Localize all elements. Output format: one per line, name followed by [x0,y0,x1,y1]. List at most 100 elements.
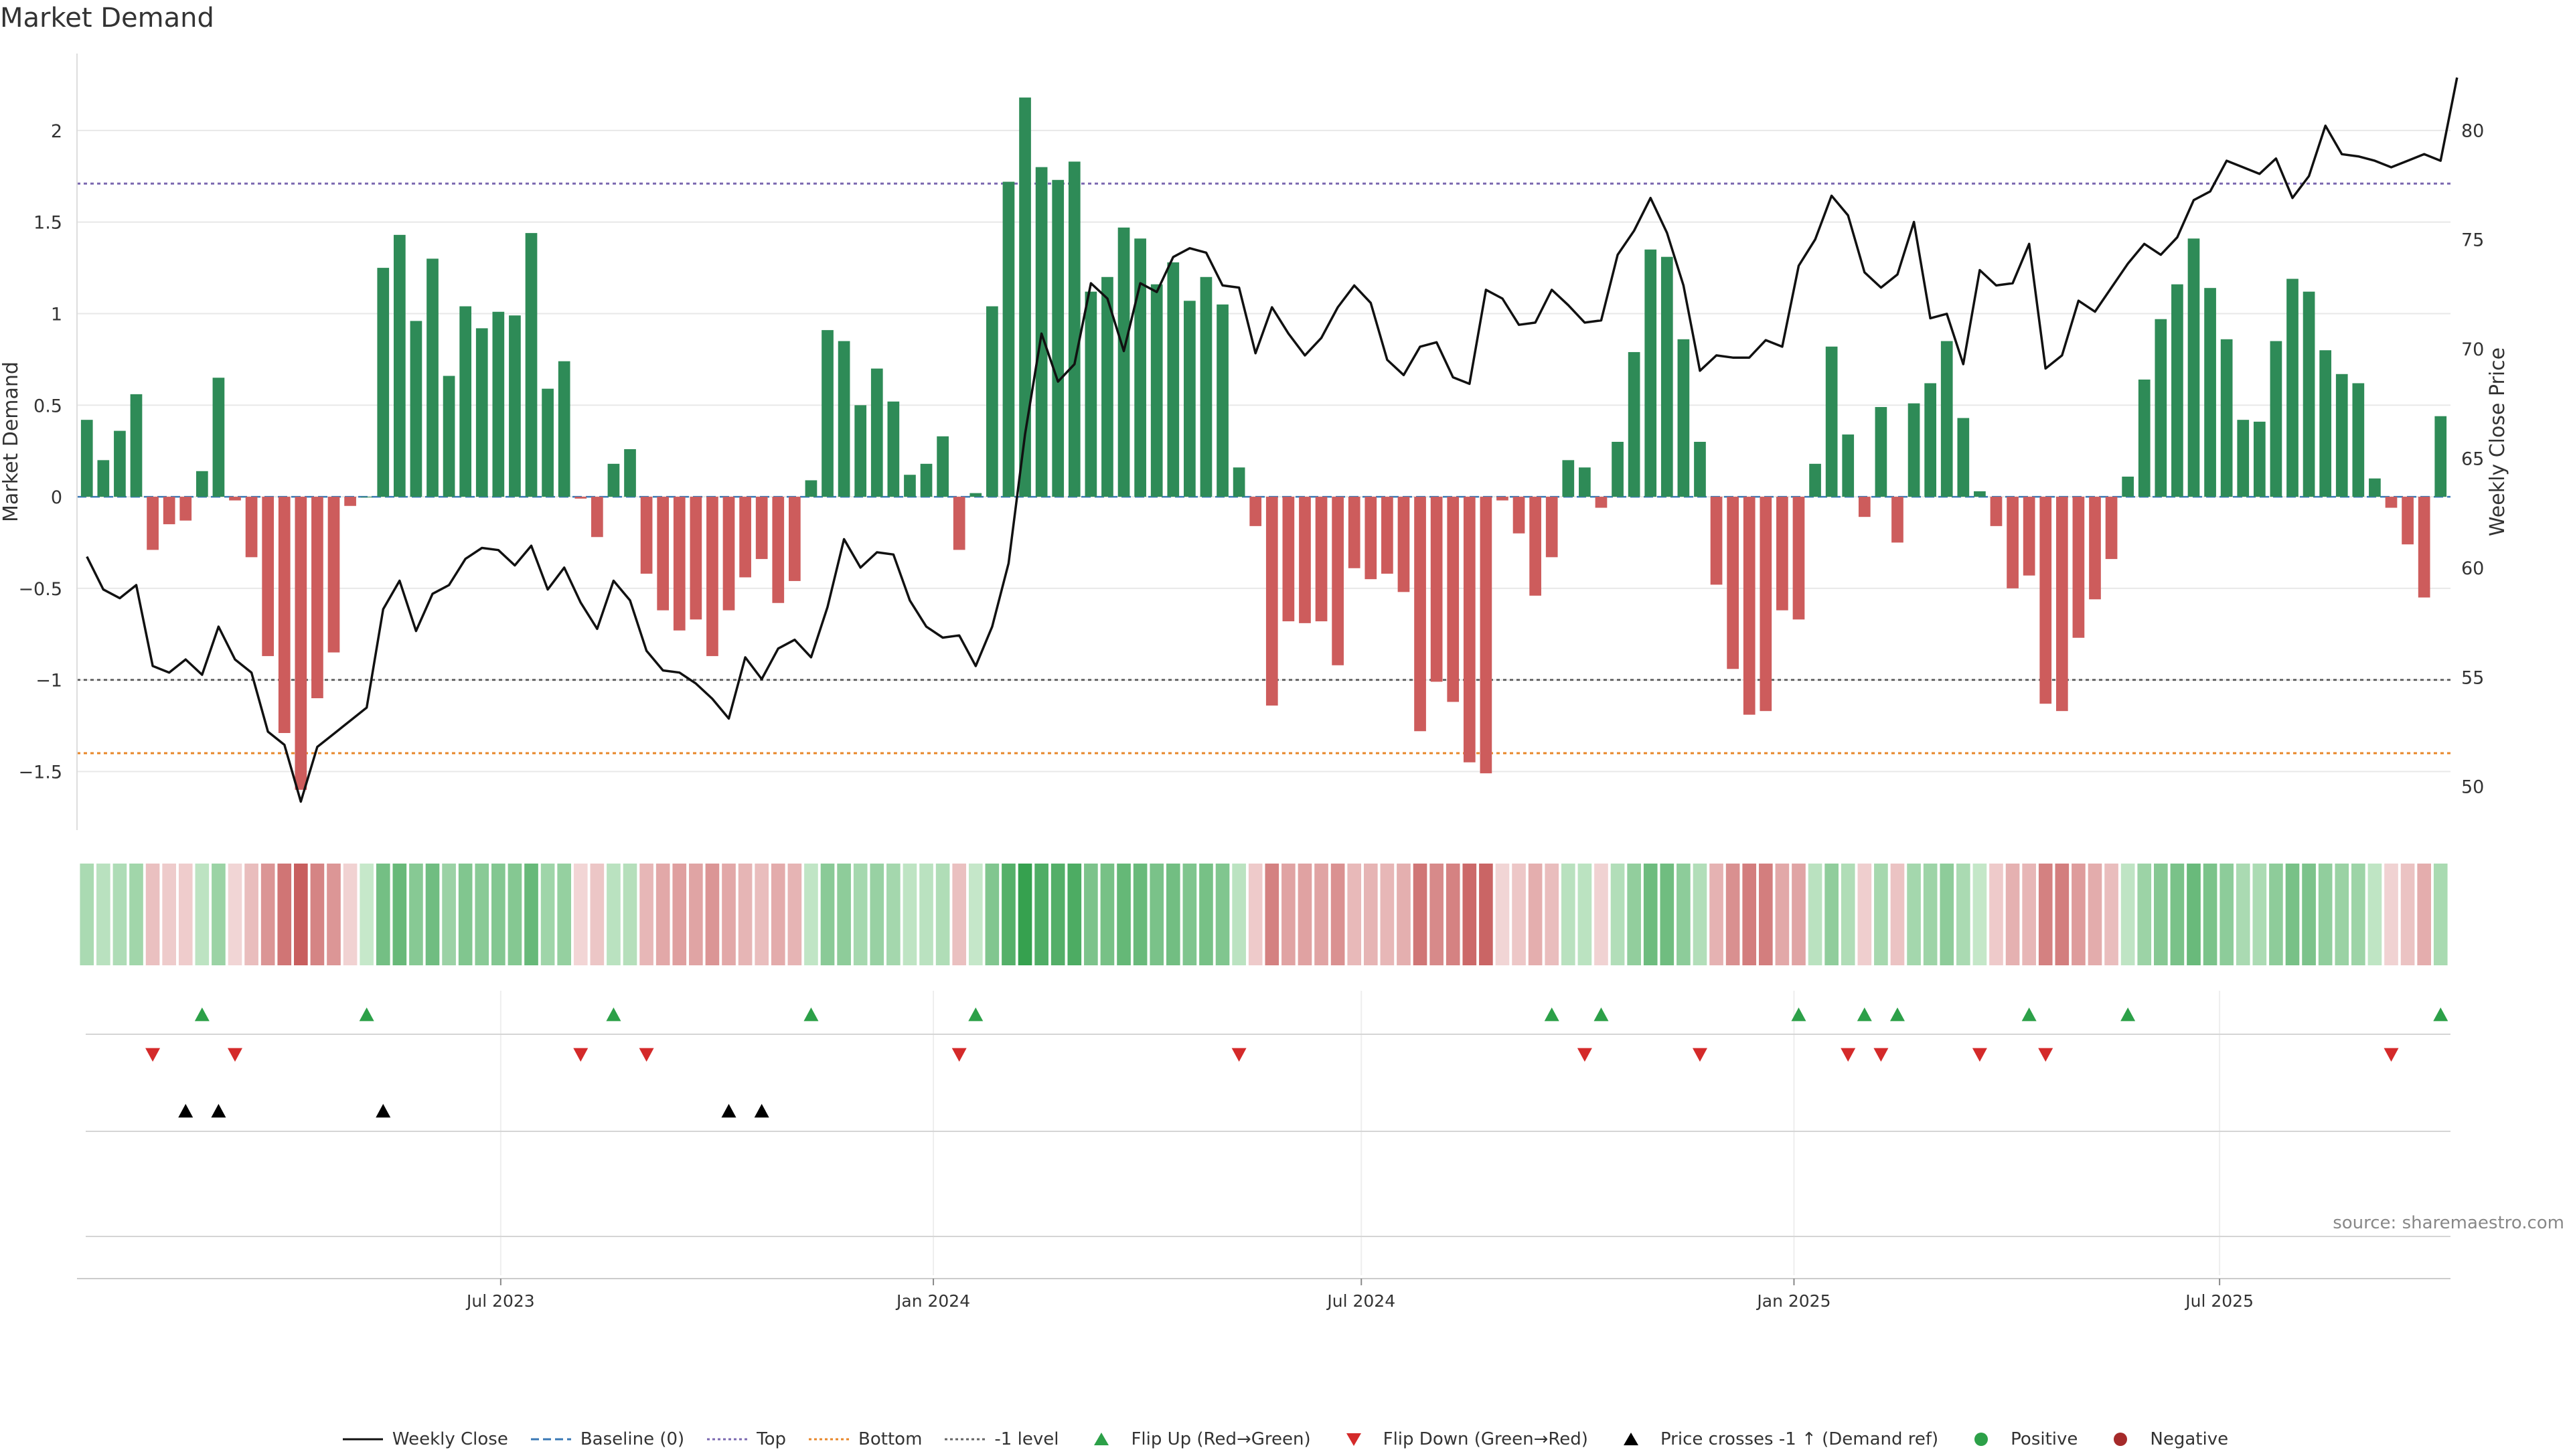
strip-cell [212,864,226,965]
strip-cell [343,864,358,965]
y-tick-label: 2 [51,121,62,142]
positive-bar [1035,167,1048,497]
strip-cell [1890,864,1905,965]
strip-cell [2351,864,2365,965]
flip-up-marker [1593,1007,1609,1022]
positive-bar [1677,339,1690,497]
source-note: source: sharemaestro.com [2333,1213,2564,1233]
x-axis: Jul 2023 Jan 2024 Jul 2024 Jan 2025 Jul 2025 [77,1278,2450,1311]
negative-bar [1414,497,1426,732]
strip-cell [2236,864,2250,965]
strip-cell [1462,864,1477,965]
legend-label: Price crosses -1 ↑ (Demand ref) [1660,1429,1939,1449]
strip-cell [425,864,440,965]
strip-cell [1841,864,1855,965]
strip-cell [1775,864,1790,965]
positive-bar [80,420,93,497]
strip-cell [310,864,325,965]
flip-down-marker [145,1048,161,1062]
negative-bar [1891,497,1903,543]
strip-cell [1709,864,1723,965]
positive-bar [607,463,620,497]
strip-cell [886,864,901,965]
positive-bar [1217,304,1229,497]
negative-bar [1249,497,1262,526]
strip-cell [1808,864,1822,965]
positive-bar [1809,463,1821,497]
y-tick-label: −0.5 [18,579,62,600]
strip-cell [1330,864,1345,965]
negative-bar [953,497,965,550]
strip-cell [96,864,110,965]
axes: −1.5 −1 −0.5 0 0.5 1 1.5 2 50 55 60 65 70 75 80 [18,54,2484,830]
legend-bottom: Bottom [809,1429,922,1449]
negative-bar [1760,497,1772,712]
circle-icon [2100,1431,2140,1448]
negative-bar [706,497,718,657]
positive-bar [443,376,455,497]
price-cross-marker [376,1104,391,1118]
negative-bar [327,497,340,653]
strip-cell [1018,864,1032,965]
positive-bar [1940,341,1953,497]
dotted-line-swatch-icon [707,1431,748,1448]
y2-tick-label: 70 [2461,339,2484,360]
positive-bar [1184,301,1196,497]
positive-bar [2171,284,2183,497]
strip-cell [2005,864,2020,965]
negative-bar [1480,497,1492,774]
positive-bar [2122,476,2134,497]
strip-cell [1610,864,1625,965]
y-axis-right-label: Weekly Close Price [2486,347,2509,536]
negative-bar [1710,497,1723,585]
positive-bar [854,405,867,497]
negative-bar [1397,497,1410,592]
strip-cell [475,864,489,965]
flip-up-marker [2021,1007,2037,1022]
legend: Weekly Close Baseline (0) Top Bottom -1 … [0,1423,2571,1456]
reference-lines [77,182,2450,754]
strip-cell [2137,864,2152,965]
strip-cell [1166,864,1180,965]
negative-bar [1743,497,1756,715]
strip-cell [1380,864,1395,965]
flip-down-marker [951,1048,967,1062]
strip-cell [2088,864,2102,965]
y-axis-left-label: Market Demand [0,361,23,522]
legend-label: Weekly Close [392,1429,508,1449]
strip-cell [1215,864,1230,965]
strip-cell [1298,864,1312,965]
negative-bar [1282,497,1295,622]
negative-bar [311,497,323,699]
y2-tick-label: 65 [2461,449,2484,470]
negative-bar [344,497,356,506]
positive-bar [920,463,933,497]
strip-cell [639,864,653,965]
strip-cell [1034,864,1048,965]
positive-bar [1233,467,1245,497]
positive-bar [1052,179,1065,497]
y2-tick-label: 50 [2461,777,2484,798]
legend-flip-up: Flip Up (Red→Green) [1081,1429,1311,1449]
positive-bar [624,449,636,497]
negative-bar [1348,497,1360,568]
strip-cell [672,864,687,965]
negative-bar [1332,497,1344,665]
x-tick-label: Jan 2024 [895,1291,970,1311]
positive-bar [475,328,488,497]
positive-bar [969,493,982,497]
strip-cell [2219,864,2234,965]
strip-cell [919,864,933,965]
flip-up-marker [606,1007,621,1022]
positive-bar [2253,421,2266,497]
positive-bar [2155,319,2167,497]
strip-cell [655,864,670,965]
strip-cell [557,864,572,965]
legend-label: Top [757,1429,787,1449]
negative-bar [1595,497,1608,508]
strip-cell [1577,864,1592,965]
positive-bar [1875,407,1887,497]
negative-bar [1299,497,1311,623]
positive-bar [196,471,208,497]
y2-tick-label: 60 [2461,558,2484,579]
